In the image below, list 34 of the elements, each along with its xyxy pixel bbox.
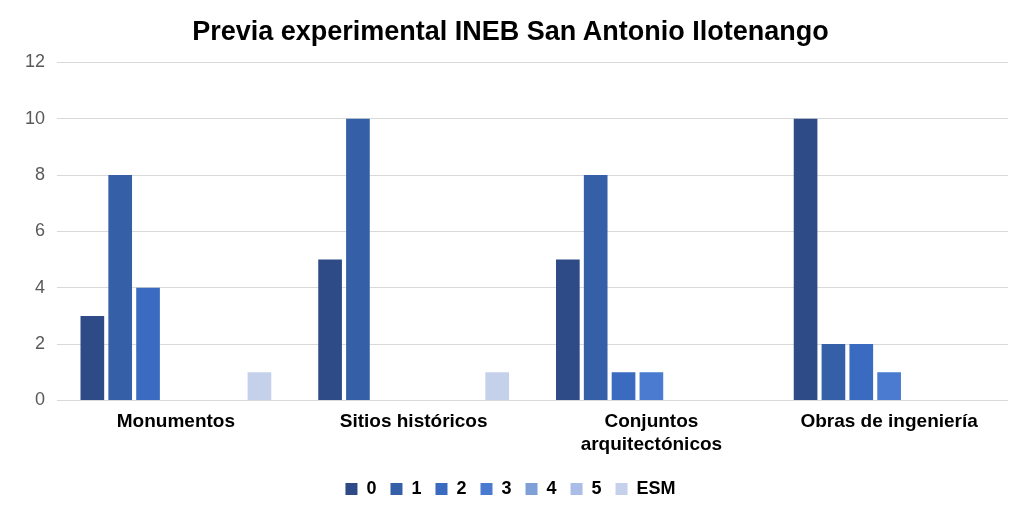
legend-label: 5 — [591, 477, 602, 498]
bar — [485, 372, 510, 400]
legend-label: 3 — [501, 477, 512, 498]
bar — [80, 315, 105, 400]
x-tick-label: Obras de ingeniería — [800, 410, 979, 432]
legend-label: 1 — [411, 477, 422, 498]
bar — [108, 175, 133, 400]
bar — [611, 372, 636, 400]
bar — [821, 344, 846, 400]
y-tick-label: 8 — [35, 164, 46, 185]
x-tick-label: Conjuntos arquitectónicos — [580, 410, 723, 454]
bar — [849, 344, 874, 400]
legend-label: 0 — [366, 477, 377, 498]
bar — [793, 118, 818, 400]
legend-label: 2 — [456, 477, 467, 498]
legend-label: 4 — [546, 477, 557, 498]
bar — [247, 372, 272, 400]
x-tick-label: Monumentos — [116, 410, 235, 432]
bar — [346, 118, 370, 400]
y-tick-label: 12 — [24, 51, 46, 72]
bar — [318, 259, 342, 400]
bar — [877, 372, 901, 400]
y-tick-label: 10 — [24, 107, 46, 128]
bar — [639, 372, 664, 400]
bar — [556, 259, 580, 400]
y-tick-label: 6 — [35, 220, 46, 241]
y-tick-label: 2 — [35, 333, 46, 354]
x-tick-label: Sitios históricos — [339, 410, 488, 432]
bar — [583, 175, 608, 400]
y-tick-label: 4 — [35, 276, 46, 297]
legend-label: ESM — [636, 477, 676, 498]
bar — [136, 287, 160, 400]
chart-title: Previa experimental INEB San Antonio Ilotenango — [192, 15, 829, 46]
y-tick-label: 0 — [35, 389, 46, 410]
